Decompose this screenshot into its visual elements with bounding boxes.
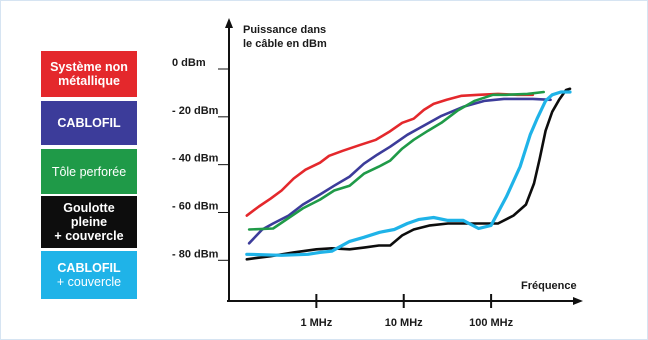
- x-axis-label: Fréquence: [521, 280, 577, 292]
- legend-label-line: Goulotte: [63, 201, 115, 215]
- y-tick-label: - 80 dBm: [172, 248, 219, 260]
- x-tick-label: 1 MHz: [300, 317, 332, 329]
- series-line-0: [245, 92, 535, 217]
- legend-label-line: + couvercle: [56, 275, 122, 289]
- legend-label-line: Système non: [50, 60, 128, 74]
- legend-item-tole-perforee: Tôle perforée: [41, 149, 137, 194]
- legend-label-line: pleine: [70, 215, 108, 229]
- legend-label-line: + couvercle: [54, 229, 124, 243]
- y-tick-label: - 60 dBm: [172, 200, 219, 212]
- y-tick-label: 0 dBm: [172, 57, 206, 69]
- series-line-3: [245, 87, 572, 261]
- x-axis-arrow: [573, 297, 583, 305]
- series-line-2: [247, 90, 545, 231]
- legend-item-cablofil: CABLOFIL: [41, 101, 137, 145]
- legend-label-line: CABLOFIL: [57, 261, 121, 275]
- x-tick-label: 100 MHz: [469, 317, 514, 329]
- legend-item-goulotte-pleine-couvercle: Goulotte pleine + couvercle: [41, 196, 137, 248]
- series-line-4: [245, 90, 572, 257]
- series-line-1: [247, 97, 552, 245]
- y-axis-label-line2: le câble en dBm: [243, 38, 327, 50]
- x-tick-label: 10 MHz: [385, 317, 423, 329]
- y-tick-label: - 40 dBm: [172, 153, 219, 165]
- y-tick-label: - 20 dBm: [172, 105, 219, 117]
- legend-item-cablofil-couvercle: CABLOFIL + couvercle: [41, 251, 137, 299]
- legend-item-systeme-non-metallique: Système non métallique: [41, 51, 137, 97]
- legend-label-line: métallique: [58, 74, 120, 88]
- y-axis-arrow: [225, 18, 233, 28]
- legend-label-line: Tôle perforée: [51, 164, 127, 179]
- y-axis-label-line1: Puissance dans: [243, 24, 326, 36]
- legend-label-line: CABLOFIL: [57, 116, 121, 130]
